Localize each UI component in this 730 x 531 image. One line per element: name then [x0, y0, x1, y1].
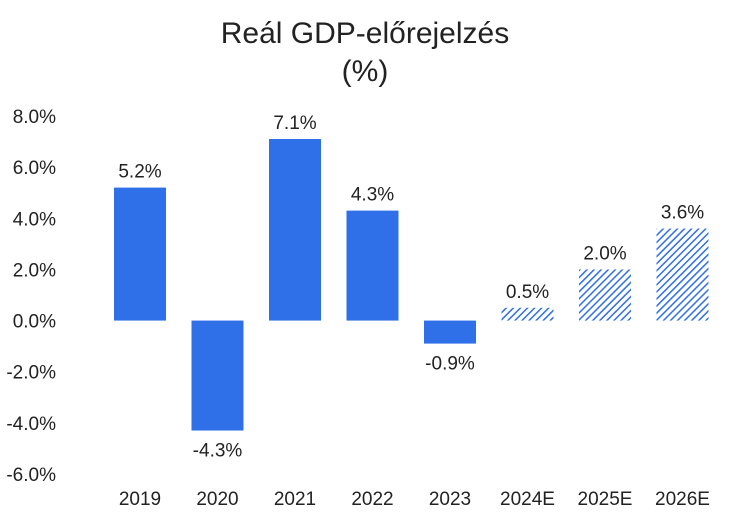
- bar-2022: [346, 210, 399, 321]
- x-tick-label: 2021: [274, 489, 316, 510]
- x-tick-label: 2019: [119, 489, 161, 510]
- x-tick-label: 2023: [429, 489, 471, 510]
- chart-subtitle: (%): [341, 55, 389, 88]
- y-tick-label: 2.0%: [13, 260, 56, 281]
- bar-2024e: [501, 307, 554, 321]
- data-label: 0.5%: [506, 282, 549, 303]
- y-tick-label: -4.0%: [6, 414, 56, 435]
- bar-2026e: [656, 228, 709, 321]
- bar-2020: [191, 320, 244, 431]
- x-tick-label: 2025E: [578, 489, 633, 510]
- data-label: 4.3%: [351, 185, 394, 206]
- y-tick-label: 6.0%: [13, 158, 56, 179]
- data-label: 7.1%: [273, 113, 316, 134]
- data-label: 3.6%: [661, 203, 704, 224]
- bar-2023: [424, 320, 476, 344]
- x-tick-label: 2024E: [500, 489, 555, 510]
- bar-2025e: [579, 269, 631, 321]
- x-tick-label: 2022: [351, 489, 393, 510]
- bar-2021: [269, 139, 321, 321]
- y-tick-label: -6.0%: [6, 465, 56, 486]
- x-tick-label: 2026E: [655, 489, 710, 510]
- chart-title: Reál GDP-előrejelzés: [220, 17, 510, 50]
- data-label: 2.0%: [583, 243, 626, 264]
- y-tick-label: 0.0%: [13, 312, 56, 333]
- data-label: -0.9%: [425, 354, 475, 375]
- y-axis: 8.0% 6.0% 4.0% 2.0% 0.0% -2.0% -4.0% -6.0%: [6, 107, 56, 486]
- y-tick-label: -2.0%: [6, 363, 56, 384]
- x-tick-label: 2020: [196, 489, 238, 510]
- x-axis: 2019 2020 2021 2022 2023 2024E 2025E 2026E: [119, 489, 710, 510]
- bars: 5.2% -4.3% 7.1% 4.3% -0.9% 0.5% 2.0% 3.6%: [114, 113, 709, 462]
- y-tick-label: 4.0%: [13, 209, 56, 230]
- y-tick-label: 8.0%: [13, 107, 56, 128]
- data-label: -4.3%: [193, 441, 243, 462]
- data-label: 5.2%: [118, 162, 161, 183]
- bar-2019: [114, 187, 166, 321]
